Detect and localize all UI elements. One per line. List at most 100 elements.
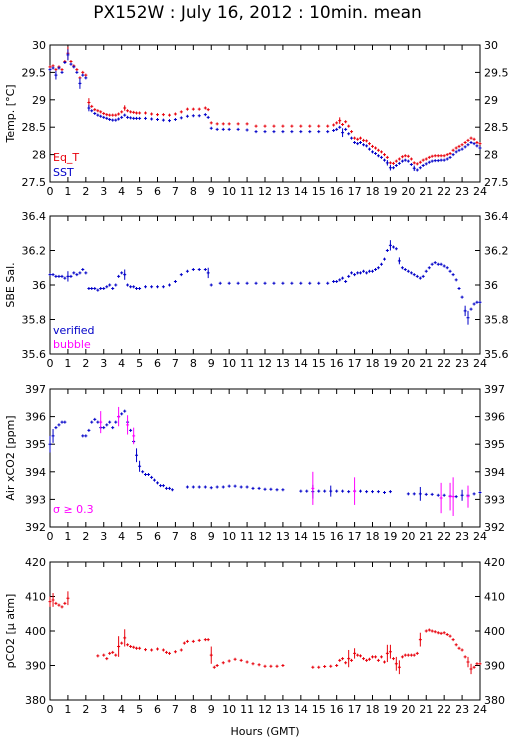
data-point [138,286,142,290]
x-tick-label: 18 [366,357,380,370]
x-tick-label: 5 [136,357,143,370]
data-point [135,286,139,290]
x-tick-label: 16 [330,357,344,370]
data-point [251,662,255,666]
data-point [344,661,348,665]
data-point [48,65,52,69]
data-point [299,130,303,134]
data-point [147,473,151,477]
data-point [409,157,413,161]
y-axis-label: pCO2 [μ atm] [4,594,17,669]
data-point [272,281,276,285]
data-point [102,286,106,290]
x-tick-label: 24 [473,357,487,370]
data-point [317,489,321,493]
data-point [317,281,321,285]
data-point [138,646,142,650]
data-point [344,127,348,131]
x-tick-label: 23 [455,530,469,543]
data-point [362,657,366,661]
data-point [338,125,342,129]
data-point [135,111,139,115]
series-sst [48,49,482,172]
data-point [442,493,446,497]
data-point [424,492,428,496]
data-point [111,286,115,290]
data-point [332,280,336,284]
data-point [335,664,339,667]
data-point [326,130,330,134]
data-point [427,628,431,632]
data-point [317,124,321,128]
data-point [397,665,401,669]
x-tick-label: 7 [172,357,179,370]
data-point [132,285,136,289]
data-point [221,127,225,131]
data-point [251,486,255,490]
data-point [394,164,398,168]
data-point [379,655,383,659]
data-point [350,271,354,275]
x-tick-label: 12 [258,703,272,716]
y-tick-label-right: 29 [484,94,498,107]
data-point [451,495,455,499]
data-point [138,116,142,120]
data-point [185,107,189,111]
legend-label: bubble [53,338,91,351]
data-point [123,273,127,277]
x-tick-label: 0 [47,357,54,370]
data-point [385,651,389,655]
data-point [344,120,348,124]
data-point [81,73,85,77]
x-tick-label: 18 [366,703,380,716]
data-point [51,273,55,277]
data-point [221,485,225,489]
data-point [263,130,267,134]
data-point [391,245,395,249]
data-point [123,636,127,640]
series-pco2 [48,591,482,675]
x-tick-label: 19 [383,703,397,716]
data-point [51,66,55,70]
series-verified [48,240,482,325]
x-tick-label: 13 [276,185,290,198]
legend-label: SST [53,166,74,179]
data-point [138,464,142,468]
panel-1: 0 1 2 3 4 5 6 7 8 9 10 11 12 13 14 15 16 17 18 19 20 21 22 23 24… [4,39,509,198]
data-point [478,300,482,304]
data-point [281,124,285,128]
data-point [132,645,136,649]
data-point [161,285,165,289]
x-tick-label: 15 [312,185,326,198]
data-point [362,269,366,273]
data-point [421,158,425,162]
y-tick-label: 396 [25,411,46,424]
data-point [156,285,159,289]
y-tick-label: 36 [32,279,46,292]
data-point [257,486,261,490]
data-point [430,629,434,633]
data-point [81,70,85,74]
series-eq-t [48,46,482,166]
data-point [385,155,389,159]
data-point [90,104,94,108]
data-point [451,273,455,277]
data-point [245,485,249,489]
y-tick-label: 393 [25,493,46,506]
data-point [436,159,440,163]
y-tick-label-right: 27.5 [484,176,509,189]
x-tick-label: 0 [47,703,54,716]
data-point [427,155,431,159]
x-tick-label: 3 [100,530,107,543]
x-tick-label: 7 [172,185,179,198]
x-tick-label: 2 [82,530,89,543]
data-point [60,420,64,424]
data-point [185,485,189,489]
data-point [347,124,351,128]
data-point [164,650,168,654]
data-point [93,108,97,112]
data-point [197,107,201,111]
data-point [227,659,231,663]
x-tick-label: 3 [100,703,107,716]
data-point [60,70,64,74]
